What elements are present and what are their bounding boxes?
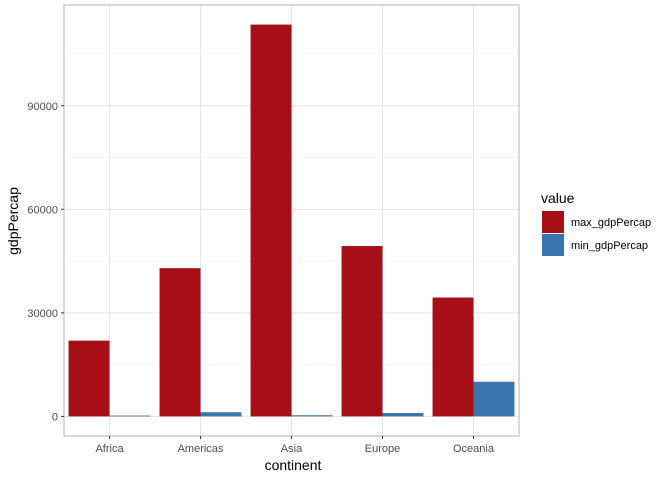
legend-key-min_gdpPercap bbox=[542, 234, 564, 256]
x-tick-label: Asia bbox=[281, 443, 303, 455]
legend-label: min_gdpPercap bbox=[571, 240, 648, 252]
y-axis: 0 30000 60000 90000 bbox=[27, 101, 64, 423]
x-axis: Africa Americas Asia Europe Oceania bbox=[95, 436, 495, 455]
bar-max_gdpPercap-asia bbox=[250, 24, 292, 417]
bar-min_gdpPercap-oceania bbox=[473, 381, 515, 417]
bar-max_gdpPercap-oceania bbox=[432, 297, 474, 417]
bar-min_gdpPercap-americas bbox=[200, 412, 242, 417]
bars-group bbox=[63, 4, 520, 437]
x-tick-label: Africa bbox=[95, 443, 124, 455]
y-tick-label: 0 bbox=[52, 411, 58, 423]
y-axis-title: gdpPercap bbox=[5, 187, 21, 255]
bar-max_gdpPercap-americas bbox=[159, 268, 201, 417]
bar-max_gdpPercap-africa bbox=[68, 340, 110, 417]
bar-min_gdpPercap-africa bbox=[109, 415, 151, 417]
x-tick-label: Americas bbox=[178, 443, 224, 455]
x-tick-label: Europe bbox=[365, 443, 400, 455]
y-tick-label: 90000 bbox=[27, 101, 58, 113]
legend: value max_gdpPercap min_gdpPercap bbox=[541, 190, 651, 256]
legend-title: value bbox=[541, 190, 575, 206]
x-axis-title: continent bbox=[265, 457, 322, 473]
legend-key-max_gdpPercap bbox=[542, 211, 564, 233]
y-tick-label: 60000 bbox=[27, 204, 58, 216]
y-tick-label: 30000 bbox=[27, 308, 58, 320]
x-tick-label: Oceania bbox=[453, 443, 495, 455]
bar-max_gdpPercap-europe bbox=[341, 246, 383, 417]
bar-min_gdpPercap-asia bbox=[291, 415, 333, 417]
legend-label: max_gdpPercap bbox=[571, 217, 651, 229]
bar-min_gdpPercap-europe bbox=[382, 413, 424, 417]
